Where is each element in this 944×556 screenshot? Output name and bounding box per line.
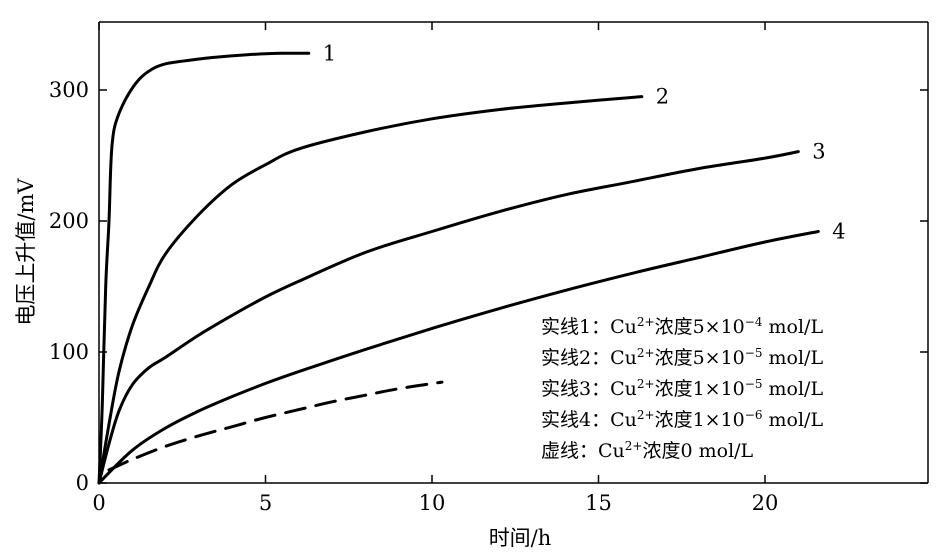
series-line-2	[97, 95, 644, 485]
legend-text-part: mol/L	[762, 409, 823, 431]
legend-text-part: mol/L	[762, 316, 823, 338]
legend-entry: 实线4：Cu2+浓度1×10−6 mol/L	[541, 408, 823, 431]
y-tick-label: 300	[49, 78, 89, 102]
legend-text-part: 实线1：Cu	[541, 316, 637, 338]
legend-text-part: −5	[745, 346, 763, 360]
legend-text-part: −4	[745, 315, 763, 329]
x-tick-label: 0	[92, 491, 105, 515]
legend-entry: 虚线：Cu2+浓度0 mol/L	[541, 439, 754, 462]
legend-text-part: 2+	[637, 315, 655, 329]
legend-text-part: 浓度5×10	[655, 316, 745, 338]
x-tick-label: 20	[752, 491, 779, 515]
legend-text-part: 浓度5×10	[655, 347, 745, 369]
series-line-1	[97, 51, 311, 485]
series-line-4	[97, 230, 820, 485]
legend-entry: 实线1：Cu2+浓度5×10−4 mol/L	[541, 315, 823, 338]
series-line-3	[97, 150, 800, 485]
y-tick-label: 0	[76, 471, 89, 495]
curve-label-2: 2	[656, 85, 669, 109]
plot-frame	[98, 21, 929, 484]
x-tick-label: 15	[585, 491, 612, 515]
legend-text-part: 实线2：Cu	[541, 347, 637, 369]
curve-label-3: 3	[812, 140, 825, 164]
curve-label-4: 4	[832, 219, 845, 243]
y-tick-label: 200	[49, 209, 89, 233]
legend-text-part: 浓度1×10	[655, 409, 745, 431]
legend-text-part: 虚线：Cu	[541, 440, 625, 462]
legend-text-part: 2+	[637, 346, 655, 360]
y-axis-ticks: 0 100 200 300	[49, 78, 928, 495]
legend-text-part: 2+	[637, 408, 655, 422]
x-tick-label: 5	[259, 491, 272, 515]
x-tick-label: 10	[419, 491, 446, 515]
legend-text-part: −5	[745, 377, 763, 391]
legend-text-part: mol/L	[762, 378, 823, 400]
curve-label-1: 1	[323, 41, 336, 65]
x-axis-title: 时间/h	[489, 526, 552, 550]
legend-text-part: 2+	[625, 439, 643, 453]
legend-text-part: 实线3：Cu	[541, 378, 637, 400]
series-layer	[97, 51, 820, 485]
legend-text-part: mol/L	[762, 347, 823, 369]
curve-labels: 1 2 3 4	[323, 41, 846, 243]
legend-text-part: 浓度1×10	[655, 378, 745, 400]
legend-entry: 实线2：Cu2+浓度5×10−5 mol/L	[541, 346, 823, 369]
legend-text-part: −6	[745, 408, 763, 422]
legend-text-part: 2+	[637, 377, 655, 391]
y-axis-title: 电压上升值/mV	[14, 178, 38, 326]
x-axis-ticks: 0 5 10 15 20	[92, 22, 778, 515]
legend-text-part: 浓度0 mol/L	[642, 440, 753, 462]
legend-entry: 实线3：Cu2+浓度1×10−5 mol/L	[541, 377, 823, 400]
series-dashed-line	[107, 380, 444, 472]
y-tick-label: 100	[49, 340, 89, 364]
legend-text-part: 实线4：Cu	[541, 409, 637, 431]
